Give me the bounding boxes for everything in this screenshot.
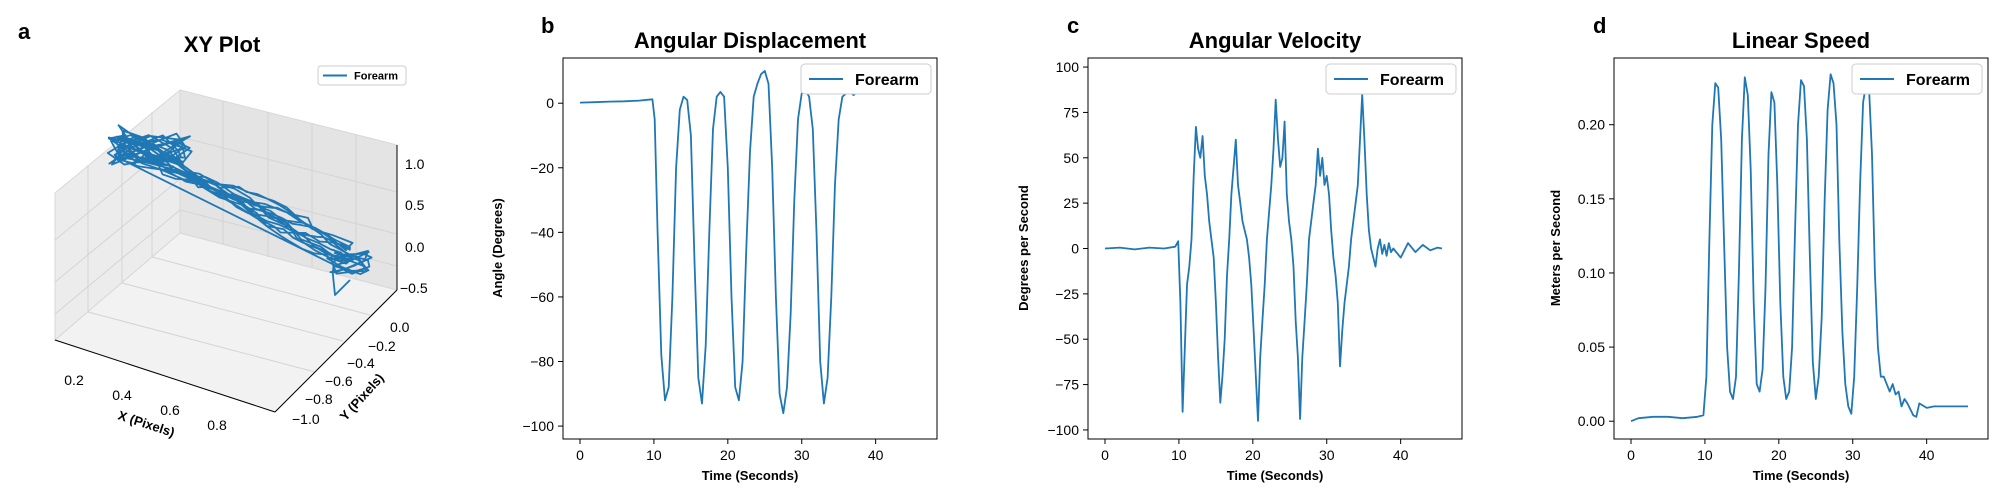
y-tick-label: −100 [1047,422,1079,438]
x-tick-label: 0.6 [160,402,180,418]
x-tick-label: 40 [1393,447,1409,463]
chart-title: Linear Speed [1732,28,1870,53]
x-tick-label: 20 [720,447,736,463]
z-ticks: 1.0 0.5 0.0 −0.5 [400,156,428,296]
y-tick-label: 0 [1071,241,1079,257]
legend-box [800,63,932,95]
series-line [106,124,373,296]
panel-letter-a: a [18,19,31,44]
x-tick-label: 30 [1319,447,1335,463]
legend-label: Forearm [1906,72,1970,89]
y-tick-label: 75 [1063,104,1079,120]
x-tick-label: 10 [646,447,662,463]
y-tick-label: 0.20 [1578,117,1605,133]
angular-displacement-panel: Angular Displacement 0 −20 −40 −60 −80 −100 0… [490,28,938,483]
chart-title: Angular Velocity [1189,28,1362,53]
y-ticks: 0.20 0.15 0.10 0.05 0.00 [1578,117,1614,429]
z-tick-label: 0.5 [405,197,425,213]
y-tick-label: −25 [1055,286,1079,302]
angular-velocity-panel: Angular Velocity 1007550250−25−50−75−100… [1016,28,1463,483]
y-tick-label: 0.05 [1578,339,1605,355]
plot-frame [562,57,938,440]
legend-label: Forearm [855,72,919,89]
chart-title: Angular Displacement [634,28,867,53]
y-tick-label: 0.00 [1578,413,1605,429]
y-axis-line [274,289,398,413]
x-axis-label: Time (Seconds) [702,468,799,483]
x-tick-label: 20 [1245,447,1261,463]
x-tick-label: 0.8 [207,417,227,433]
x-tick-label: 0 [1101,447,1109,463]
x-tick-label: 20 [1771,447,1787,463]
y-tick-label: 0.15 [1578,191,1605,207]
x-ticks: 0.2 0.4 0.6 0.8 [64,372,227,433]
panel-letter-c: c [1067,13,1079,38]
y-tick-label: −50 [1055,331,1079,347]
y-tick-label: −60 [530,289,554,305]
x-axis-line [54,339,276,413]
legend-box [1325,63,1457,95]
x-tick-label: 0.2 [64,372,84,388]
legend: Forearm [800,63,932,95]
series-line [579,70,918,415]
x-tick-label: 0 [576,447,584,463]
x-tick-label: 0.4 [112,387,132,403]
y-ticks: 100 75 50 25 0 −25 −50 −75 −100 [1047,59,1088,438]
x-axis-label: Time (Seconds) [1753,468,1850,483]
x-tick-label: 30 [794,447,810,463]
legend: Forearm [317,65,407,86]
plot-frame [1613,57,1989,440]
chart-title: XY Plot [184,32,261,57]
panel-letter-b: b [541,13,554,38]
x-axis-label: Time (Seconds) [1227,468,1324,483]
legend-label: Forearm [1380,72,1444,89]
z-tick-label: 0.0 [405,239,425,255]
legend: Forearm [1325,63,1457,95]
series-line [1630,73,1968,423]
legend-box [317,65,407,86]
y-tick-label: −40 [530,224,554,240]
y-ticks: 0.0 −0.2 −0.4 −0.6 −0.8 −1.0 [292,319,410,427]
y-tick-label: −1.0 [292,411,320,427]
legend: Forearm [1851,63,1983,95]
y-tick-label: 25 [1063,195,1079,211]
x-tick-label: 40 [1919,447,1935,463]
y-tick-label: −80 [530,354,554,370]
legend-box [1851,63,1983,95]
y-ticks: 0 −20 −40 −60 −80 −100 [522,95,563,434]
y-tick-label: −100 [522,418,554,434]
series-line [1104,93,1443,422]
y-tick-label: −20 [530,160,554,176]
grid-3d [54,101,398,373]
y-tick-label: 0 [546,95,554,111]
y-axis-label: Degrees per Second [1016,185,1031,311]
y-tick-label: −0.8 [305,391,333,407]
y-tick-label: −0.4 [347,355,375,371]
y-axis-label: Angle (Degrees) [490,198,505,298]
x-tick-label: 40 [868,447,884,463]
z-tick-label: 1.0 [405,156,425,172]
legend-label: Forearm [354,71,398,83]
x-tick-label: 30 [1845,447,1861,463]
x-ticks: 0 10 20 30 40 [576,439,884,463]
xy-plot-panel: XY Plot 0.2 [53,32,428,440]
y-tick-label: −0.2 [368,338,396,354]
z-tick-label: −0.5 [400,280,428,296]
y-tick-label: −75 [1055,377,1079,393]
y-axis-label: Meters per Second [1548,190,1563,306]
y-tick-label: 100 [1056,59,1080,75]
linear-speed-panel: Linear Speed 0.20 0.15 0.10 0.05 0.00 0 10 20 3… [1548,28,1989,483]
x-ticks: 0 10 20 30 40 [1101,439,1409,463]
y-tick-label: 0.10 [1578,265,1605,281]
y-tick-label: 0.0 [390,319,410,335]
x-tick-label: 10 [1171,447,1187,463]
x-tick-label: 0 [1627,447,1635,463]
y-tick-label: 50 [1063,150,1079,166]
panel-letter-d: d [1593,13,1606,38]
x-ticks: 0 10 20 30 40 [1627,439,1935,463]
y-tick-label: −0.6 [325,373,353,389]
x-tick-label: 10 [1697,447,1713,463]
